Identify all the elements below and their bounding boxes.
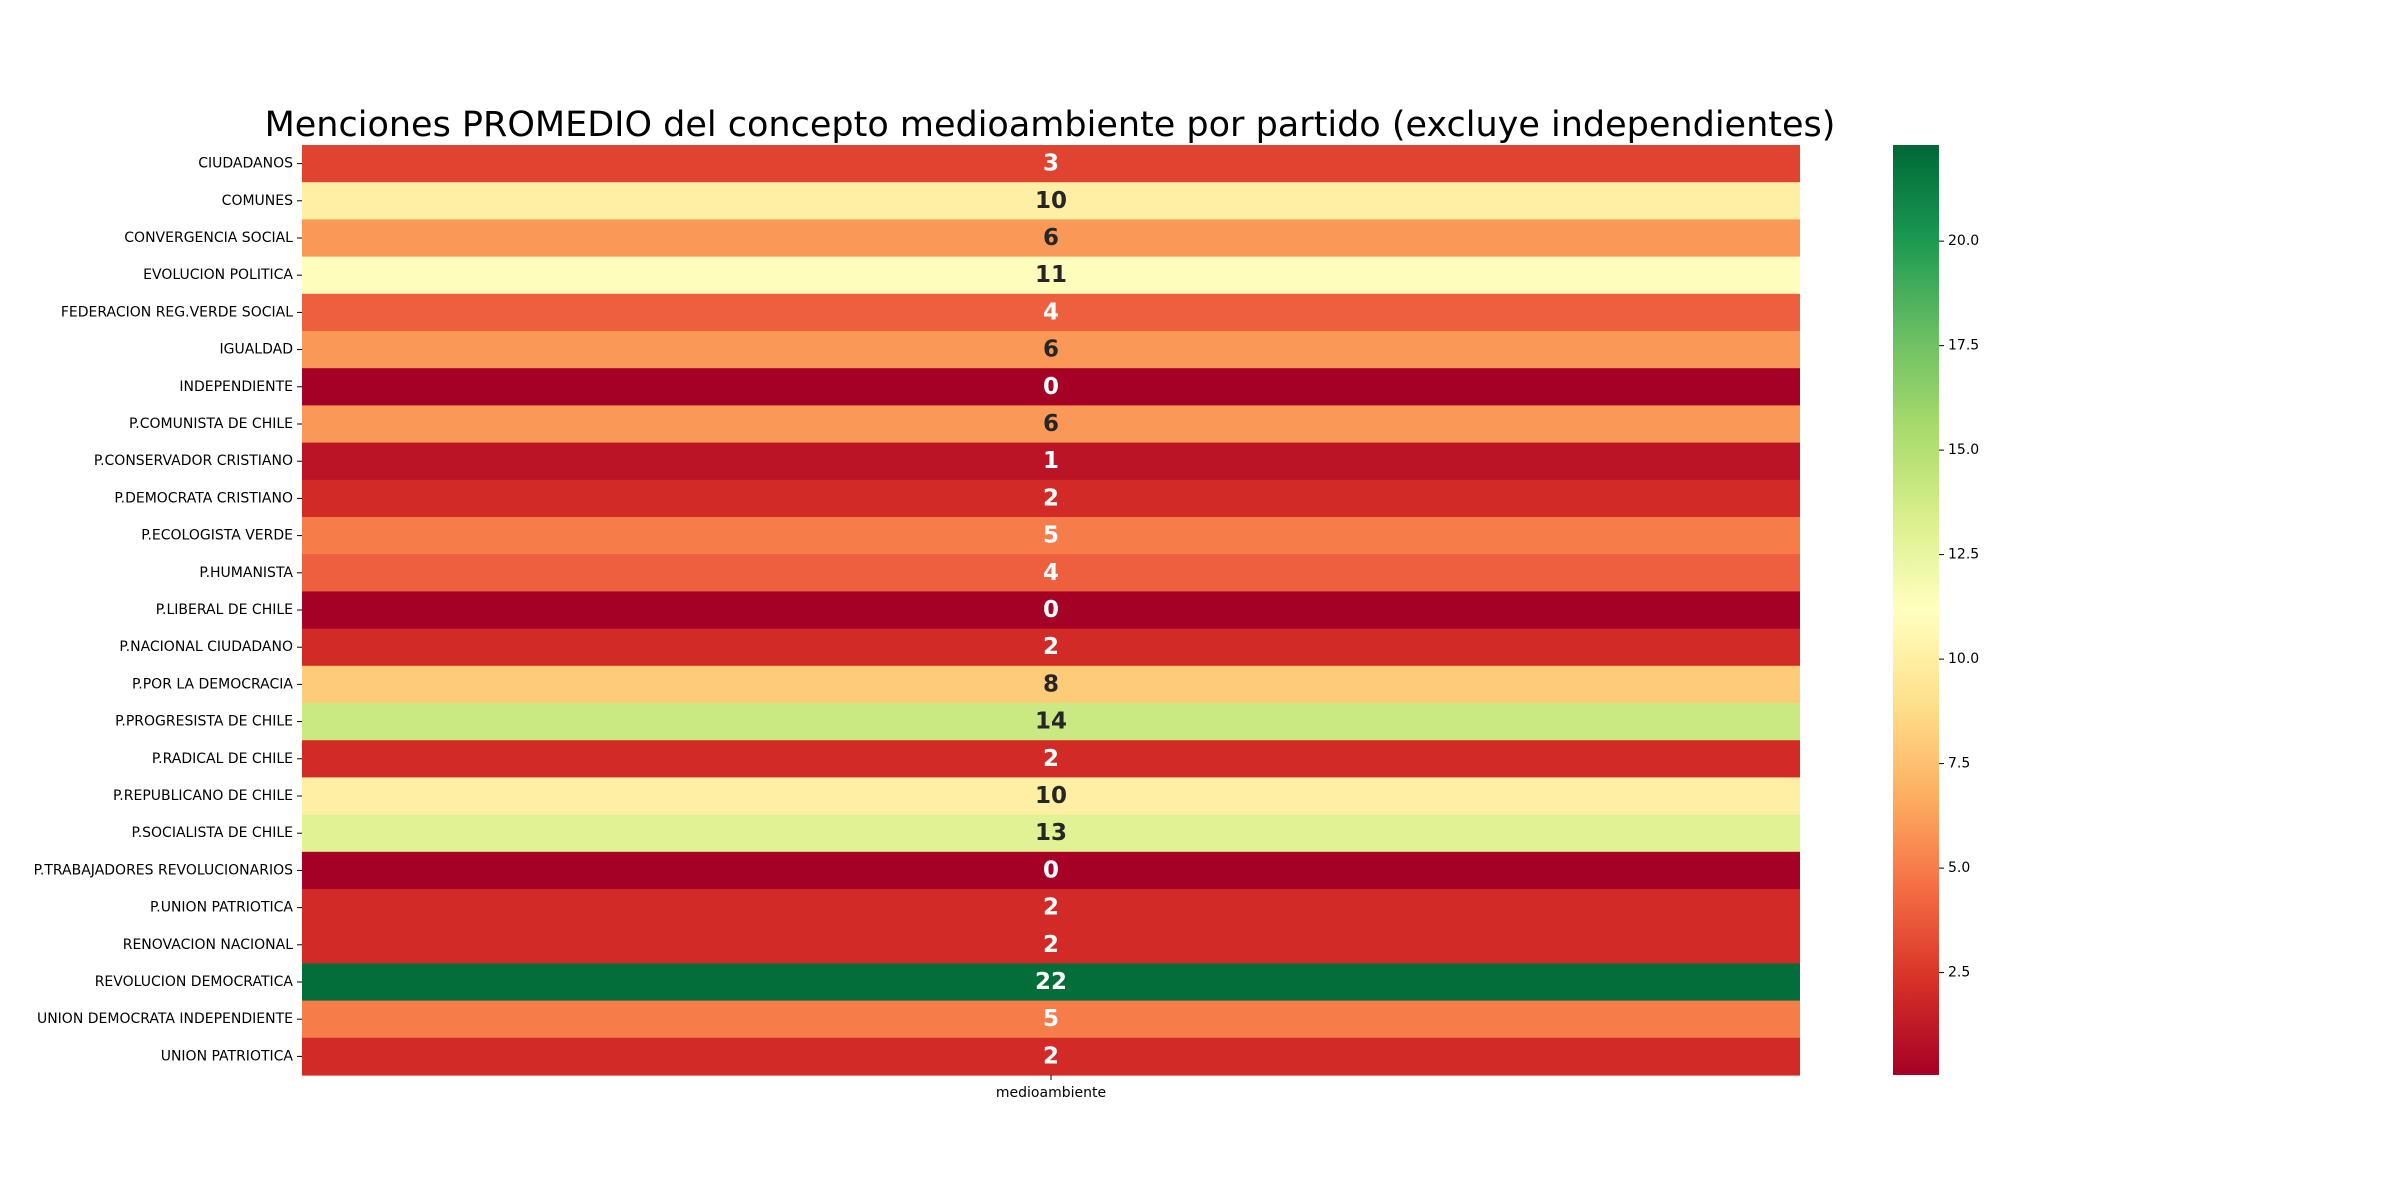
row-label: COMUNES bbox=[222, 193, 293, 209]
row-label: REVOLUCION DEMOCRATICA bbox=[95, 974, 294, 990]
colorbar-tick-label: 20.0 bbox=[1948, 233, 1979, 249]
row-label: IGUALDAD bbox=[220, 342, 294, 358]
heatmap-cell bbox=[302, 331, 1800, 369]
heatmap-cell bbox=[302, 926, 1800, 964]
row-label: P.SOCIALISTA DE CHILE bbox=[131, 825, 293, 841]
cell-value-label: 2 bbox=[1043, 895, 1059, 921]
heatmap-cell bbox=[302, 851, 1800, 890]
cell-value-label: 5 bbox=[1043, 523, 1059, 549]
row-label: P.TRABAJADORES REVOLUCIONARIOS bbox=[34, 862, 293, 878]
colorbar-tick-label: 5.0 bbox=[1948, 860, 1970, 876]
row-label: P.DEMOCRATA CRISTIANO bbox=[114, 490, 293, 506]
cell-value-label: 0 bbox=[1043, 374, 1059, 400]
row-labels: CIUDADANOS COMUNES CONVERGENCIA SOCIAL EVOL… bbox=[34, 156, 302, 1064]
row-label: P.HUMANISTA bbox=[199, 565, 293, 581]
colorbar-tick-label: 7.5 bbox=[1948, 756, 1970, 772]
heatmap-cell bbox=[302, 628, 1800, 667]
colorbar-tick-label: 15.0 bbox=[1948, 442, 1979, 458]
row-label: INDEPENDIENTE bbox=[179, 379, 293, 395]
heatmap-cell bbox=[302, 814, 1800, 853]
cell-value-label: 6 bbox=[1043, 337, 1059, 363]
heatmap-cell bbox=[302, 1037, 1800, 1076]
cell-value-label: 1 bbox=[1043, 448, 1059, 474]
cell-value-label: 4 bbox=[1043, 560, 1059, 586]
heatmap-cell bbox=[302, 368, 1800, 406]
row-label: P.POR LA DEMOCRACIA bbox=[132, 676, 293, 692]
column-label: medioambiente bbox=[996, 1085, 1106, 1101]
cell-value-label: 10 bbox=[1035, 188, 1067, 214]
heatmap-cell bbox=[302, 219, 1800, 258]
heatmap-cell bbox=[302, 145, 1800, 183]
row-label: P.PROGRESISTA DE CHILE bbox=[115, 714, 293, 730]
cell-value-label: 0 bbox=[1043, 857, 1059, 883]
heatmap-cell bbox=[302, 703, 1800, 741]
colorbar-gradient bbox=[1893, 145, 1939, 1075]
heatmap-cell bbox=[302, 479, 1800, 518]
cell-value-label: 2 bbox=[1043, 932, 1059, 958]
cell-value-label: 0 bbox=[1043, 597, 1059, 623]
cell-value-label: 6 bbox=[1043, 225, 1059, 251]
cell-value-label: 22 bbox=[1035, 969, 1067, 995]
cell-value-label: 13 bbox=[1035, 820, 1067, 846]
row-label: FEDERACION REG.VERDE SOCIAL bbox=[61, 304, 293, 320]
colorbar-tick-label: 10.0 bbox=[1948, 651, 1979, 667]
heatmap-cell bbox=[302, 591, 1800, 630]
row-label: CIUDADANOS bbox=[198, 156, 293, 172]
row-label: P.CONSERVADOR CRISTIANO bbox=[94, 453, 293, 469]
row-label: UNION DEMOCRATA INDEPENDIENTE bbox=[37, 1011, 293, 1027]
heatmap-cell bbox=[302, 293, 1800, 332]
row-label: P.COMUNISTA DE CHILE bbox=[129, 416, 293, 432]
row-label: P.UNION PATRIOTICA bbox=[150, 900, 293, 916]
row-label: UNION PATRIOTICA bbox=[161, 1048, 294, 1064]
cell-value-label: 2 bbox=[1043, 746, 1059, 772]
heatmap-cell bbox=[302, 517, 1800, 555]
chart-title: Menciones PROMEDIO del concepto medioamb… bbox=[265, 105, 1836, 145]
row-label: P.REPUBLICANO DE CHILE bbox=[113, 788, 293, 804]
row-label: EVOLUCION POLITICA bbox=[143, 267, 293, 283]
heatmap-cell bbox=[302, 256, 1800, 295]
heatmap-cell bbox=[302, 554, 1800, 592]
colorbar-tick-label: 17.5 bbox=[1948, 338, 1979, 354]
cell-value-label: 3 bbox=[1043, 151, 1059, 177]
cell-value-label: 10 bbox=[1035, 783, 1067, 809]
cell-value-label: 14 bbox=[1035, 709, 1067, 735]
heatmap-cell bbox=[302, 1000, 1800, 1039]
row-label: P.RADICAL DE CHILE bbox=[152, 751, 293, 767]
colorbar-tick-label: 12.5 bbox=[1948, 547, 1979, 563]
heatmap-cell bbox=[302, 740, 1800, 778]
cell-value-label: 2 bbox=[1043, 634, 1059, 660]
cell-value-label: 5 bbox=[1043, 1006, 1059, 1032]
heatmap-cell bbox=[302, 182, 1800, 220]
cell-value-label: 11 bbox=[1035, 262, 1067, 288]
heatmap-cell bbox=[302, 963, 1800, 1002]
x-axis: medioambiente bbox=[996, 1075, 1106, 1101]
heatmap-cell bbox=[302, 889, 1800, 927]
row-label: P.LIBERAL DE CHILE bbox=[156, 602, 293, 618]
cell-value-label: 6 bbox=[1043, 411, 1059, 437]
colorbar: 2.5 5.0 7.5 10.0 12.5 15.0 17.5 20.0 bbox=[1893, 145, 1979, 1075]
heatmap-cell bbox=[302, 405, 1800, 444]
row-label: RENOVACION NACIONAL bbox=[123, 937, 293, 953]
colorbar-tick-label: 2.5 bbox=[1948, 965, 1970, 981]
heatmap-cell bbox=[302, 442, 1800, 481]
cell-value-label: 4 bbox=[1043, 299, 1059, 325]
cell-value-label: 2 bbox=[1043, 485, 1059, 511]
cell-value-label: 2 bbox=[1043, 1043, 1059, 1069]
heatmap-cell bbox=[302, 777, 1800, 816]
cell-value-label: 8 bbox=[1043, 671, 1059, 697]
heatmap-cell bbox=[302, 665, 1800, 704]
row-label: P.NACIONAL CIUDADANO bbox=[119, 639, 293, 655]
row-label: CONVERGENCIA SOCIAL bbox=[124, 230, 293, 246]
row-label: P.ECOLOGISTA VERDE bbox=[141, 528, 293, 544]
